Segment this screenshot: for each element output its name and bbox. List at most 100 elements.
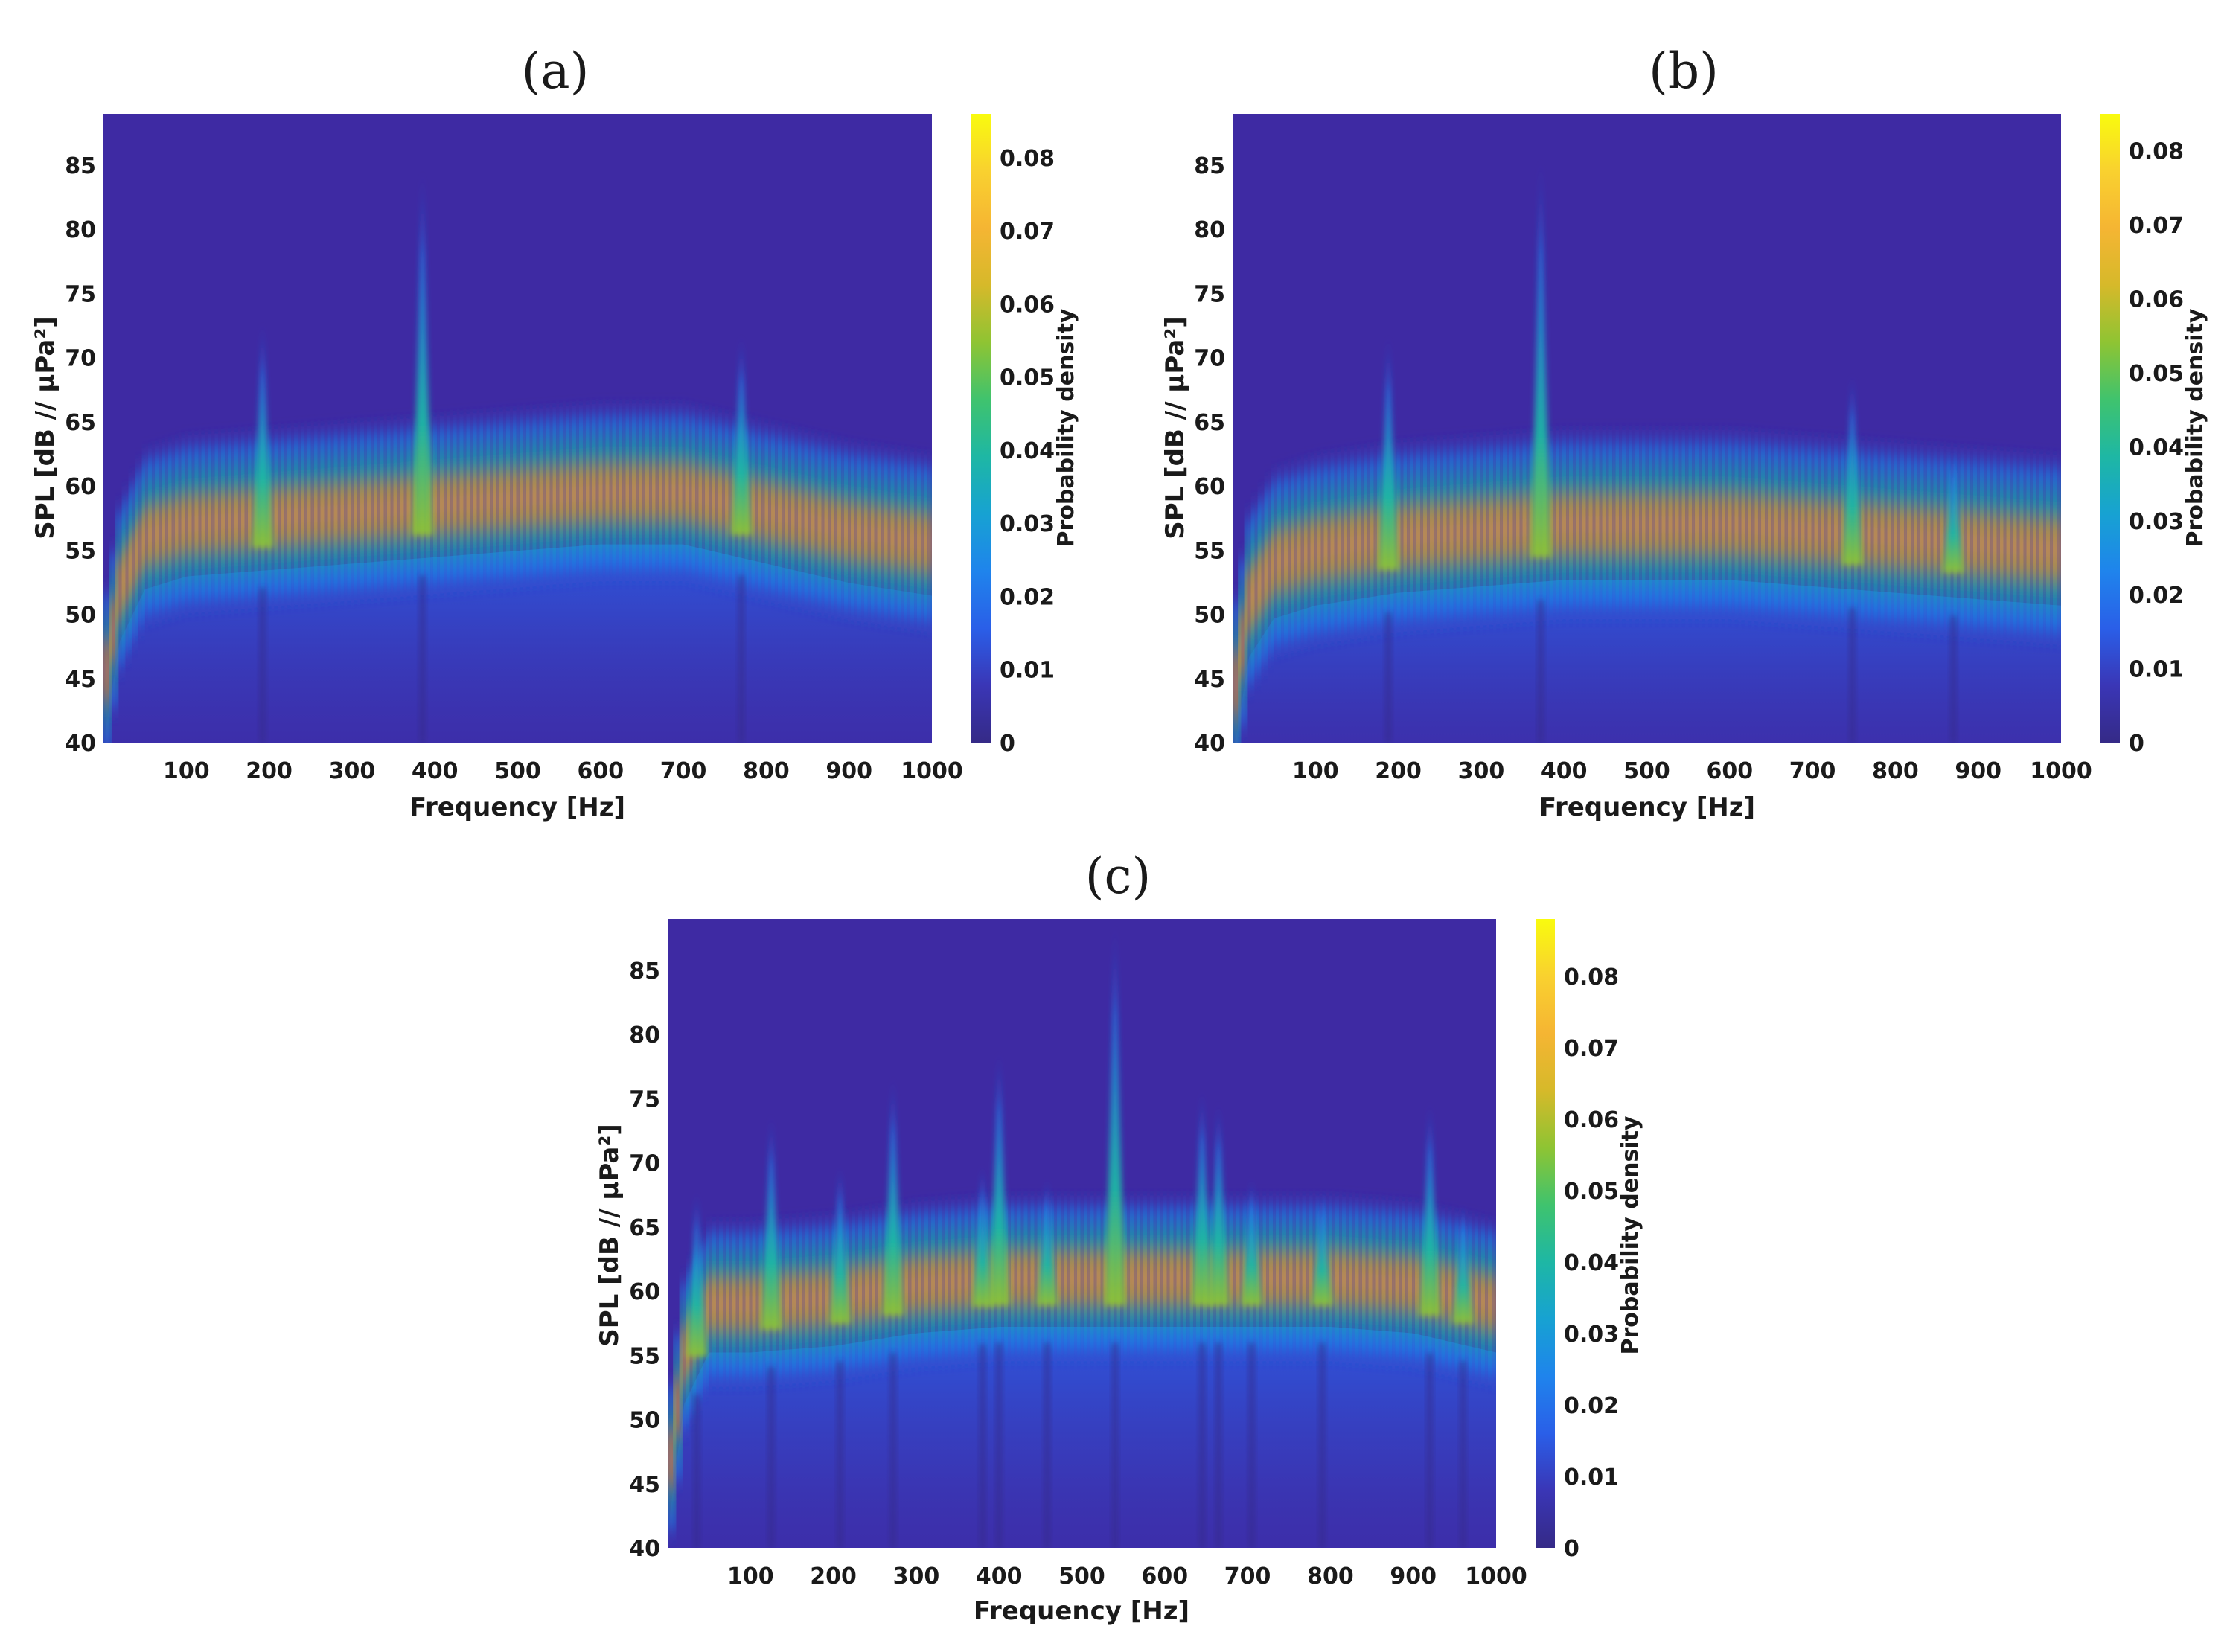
density-strip — [846, 438, 853, 624]
tonal-notch — [768, 1367, 775, 1548]
density-strip — [1257, 1192, 1265, 1365]
y-tick-label: 45 — [1194, 667, 1225, 693]
density-strip — [1577, 426, 1585, 624]
density-strip — [1583, 426, 1591, 624]
tonal-peak — [971, 1162, 993, 1307]
density-strip — [2048, 450, 2055, 648]
colorbar-tick-label: 0.07 — [2129, 213, 2184, 239]
density-strip — [1058, 1192, 1066, 1365]
x-tick-label: 400 — [976, 1563, 1023, 1589]
density-strip — [654, 400, 661, 585]
density-strip — [1138, 1192, 1146, 1365]
density-strip — [859, 441, 866, 626]
density-strip — [673, 400, 681, 585]
density-strip — [170, 436, 177, 621]
density-strip — [1882, 438, 1890, 635]
tonal-peak — [988, 1047, 1010, 1306]
density-strip — [2034, 449, 2042, 647]
density-strip — [913, 1198, 920, 1371]
density-strip — [825, 434, 833, 619]
tonal-peak — [412, 164, 433, 536]
density-strip — [747, 1217, 755, 1391]
x-axis-label: Frequency [Hz] — [974, 1596, 1189, 1626]
density-strip — [647, 400, 654, 585]
density-strip — [1571, 426, 1578, 624]
density-strip — [309, 422, 316, 607]
density-strip — [1749, 427, 1757, 625]
tonal-notch — [1319, 1342, 1326, 1548]
tonal-peak — [829, 1162, 851, 1324]
y-tick-label: 70 — [1194, 346, 1225, 372]
density-strip — [1703, 426, 1710, 624]
density-strip — [1610, 426, 1617, 624]
density-strip — [1511, 429, 1518, 627]
density-strip — [243, 427, 250, 612]
density-strip — [1291, 1192, 1298, 1365]
x-tick-label: 900 — [1390, 1563, 1437, 1589]
y-tick-label: 65 — [629, 1215, 660, 1241]
tonal-notch — [694, 1394, 700, 1548]
density-strip — [1157, 1192, 1166, 1365]
density-strip — [1637, 426, 1644, 624]
density-strip — [1722, 426, 1731, 624]
density-strip — [1484, 432, 1492, 630]
density-strip — [1410, 1198, 1417, 1371]
density-strip — [1299, 455, 1306, 653]
density-strip — [846, 1208, 854, 1382]
density-strip — [714, 1217, 721, 1391]
density-strip — [1975, 445, 1982, 643]
y-axis-label: SPL [dB // μPa²] — [31, 316, 60, 540]
density-strip — [1032, 1192, 1040, 1365]
density-strip — [659, 400, 668, 585]
colorbar-tick-labels: 0 0.01 0.02 0.03 0.04 0.05 0.06 0.07 0.08 — [1564, 964, 1619, 1562]
density-strip — [322, 421, 330, 606]
density-strip — [209, 429, 217, 615]
density-strip — [780, 1215, 787, 1388]
y-tick-label: 60 — [629, 1279, 660, 1305]
colorbar-tick-label: 0.03 — [1564, 1322, 1619, 1348]
density-strip — [1476, 1214, 1483, 1387]
density-strip — [959, 1194, 967, 1368]
density-strip — [726, 411, 734, 596]
density-strip — [853, 1208, 860, 1380]
density-strip — [1052, 1192, 1059, 1365]
density-strip — [1072, 1192, 1079, 1365]
density-strip — [1411, 437, 1419, 635]
tonal-peak — [1419, 1098, 1440, 1316]
noise-floor-region — [668, 1327, 1496, 1548]
x-tick-label: 500 — [1623, 758, 1670, 784]
tonal-notch — [738, 575, 744, 743]
density-strip — [136, 455, 144, 640]
y-tick-label: 80 — [629, 1022, 660, 1048]
density-strip — [1079, 1192, 1086, 1365]
density-strip — [1396, 1197, 1404, 1370]
density-strip — [627, 400, 634, 585]
density-band — [103, 164, 932, 743]
density-strip — [481, 409, 488, 594]
density-strip — [1603, 426, 1611, 624]
density-strip — [1464, 433, 1472, 631]
density-strip — [640, 400, 648, 585]
density-strip — [441, 412, 449, 598]
density-strip — [1344, 1193, 1351, 1366]
density-strip — [820, 1211, 828, 1385]
x-tick-label: 800 — [1872, 758, 1919, 784]
density-strip — [249, 426, 257, 612]
y-tick-label: 75 — [1194, 281, 1225, 307]
tonal-peak — [1241, 1175, 1262, 1306]
density-strip — [965, 1194, 974, 1367]
density-strip — [2041, 450, 2048, 648]
density-strip — [1018, 1192, 1026, 1365]
density-strip — [388, 416, 396, 601]
density-strip — [295, 423, 303, 609]
tonal-peak — [1943, 447, 1964, 573]
density-strip — [282, 424, 290, 609]
density-strip — [912, 449, 919, 634]
density-strip — [1332, 448, 1340, 646]
colorbar-label: Probability density — [2182, 308, 2208, 547]
x-tick-label: 200 — [246, 758, 293, 784]
x-tick-labels: 100 200 300 400 500 600 700 800 900 1000 — [163, 758, 963, 784]
density-strip — [939, 1196, 947, 1369]
density-strip — [156, 440, 164, 625]
